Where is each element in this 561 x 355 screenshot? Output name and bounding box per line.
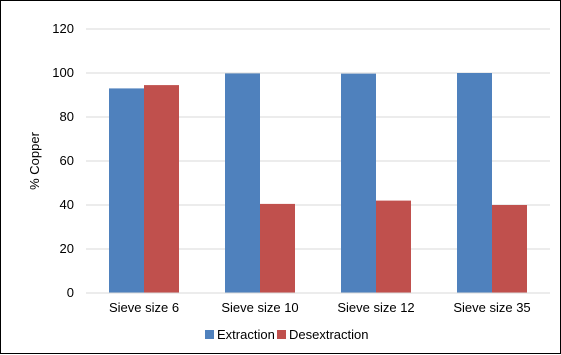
legend-swatch-extraction (205, 330, 214, 339)
bar-desextraction-2 (260, 203, 295, 293)
x-tick-label: Sieve size 10 (221, 300, 298, 315)
y-tick-labels: 0 20 40 60 80 100 120 (52, 21, 74, 300)
legend: Extraction Desextraction (205, 327, 368, 342)
x-tick-label: Sieve size 35 (453, 300, 530, 315)
bar-extraction-1 (109, 88, 144, 294)
bar-desextraction-1 (144, 85, 179, 293)
y-tick-label: 80 (60, 109, 74, 124)
legend-swatch-desextraction (277, 330, 286, 339)
bar-extraction-2 (225, 73, 260, 293)
y-tick-label: 40 (60, 197, 74, 212)
bar-desextraction-3 (376, 200, 411, 293)
bar-desextraction-4 (492, 205, 527, 293)
y-tick-label: 60 (60, 153, 74, 168)
bars (109, 73, 527, 294)
y-tick-label: 120 (52, 21, 74, 36)
legend-label-extraction: Extraction (217, 327, 275, 342)
y-axis-title: % Copper (27, 131, 42, 189)
x-tick-label: Sieve size 6 (109, 300, 179, 315)
y-tick-label: 20 (60, 241, 74, 256)
y-tick-label: 100 (52, 65, 74, 80)
x-tick-labels: Sieve size 6 Sieve size 10 Sieve size 12 Si… (109, 300, 531, 315)
legend-label-desextraction: Desextraction (289, 327, 368, 342)
y-tick-label: 0 (67, 285, 74, 300)
x-tick-label: Sieve size 12 (337, 300, 414, 315)
bar-extraction-3 (341, 73, 376, 293)
bar-extraction-4 (457, 73, 492, 293)
